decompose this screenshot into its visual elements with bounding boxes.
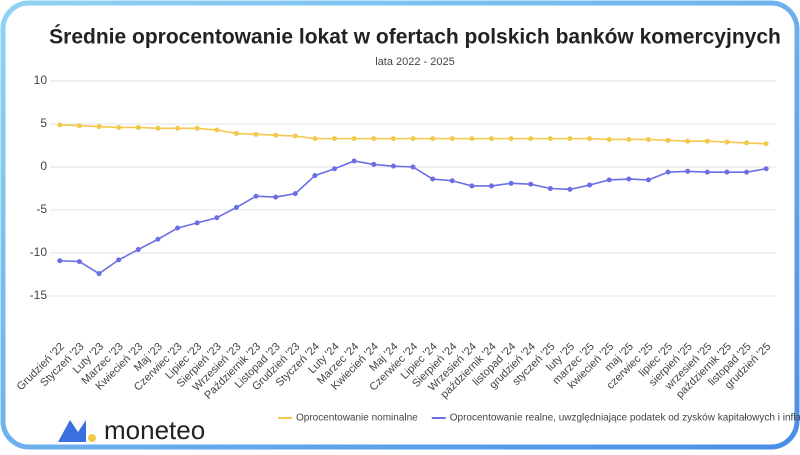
data-point (685, 168, 691, 174)
chart-subtitle: lata 2022 - 2025 (375, 56, 455, 68)
data-point (233, 130, 239, 136)
data-point (547, 136, 553, 142)
series-line (59, 160, 767, 275)
data-point (469, 136, 475, 142)
data-point (508, 136, 514, 142)
data-point (547, 186, 553, 191)
data-point (685, 138, 691, 144)
data-point (449, 136, 455, 142)
data-point (744, 169, 750, 175)
data-point (744, 140, 750, 146)
legend-label: Oprocentowanie realne, uwzględniające po… (450, 413, 800, 424)
y-tick-label: 10 (34, 73, 48, 87)
data-point (763, 166, 769, 172)
logo-text: moneteo (104, 415, 205, 445)
data-point (626, 136, 632, 142)
data-point (763, 141, 769, 147)
data-point (449, 178, 455, 184)
data-point (332, 136, 338, 142)
data-point (253, 193, 259, 199)
data-point (273, 194, 279, 200)
data-point (135, 247, 141, 253)
data-point (567, 136, 573, 142)
data-point (371, 136, 377, 142)
data-point (214, 127, 220, 133)
data-point (76, 123, 82, 129)
data-point (724, 139, 730, 145)
data-point (253, 131, 259, 137)
data-point (724, 169, 730, 175)
data-point (351, 136, 357, 142)
data-point (155, 125, 161, 131)
data-point (508, 180, 514, 186)
data-point (273, 132, 279, 138)
data-point (57, 122, 63, 128)
data-point (96, 124, 102, 130)
data-point (194, 220, 200, 226)
data-point (626, 176, 632, 182)
data-point (488, 136, 494, 142)
data-point (371, 161, 377, 167)
data-point (606, 177, 612, 183)
data-point (194, 125, 200, 131)
data-point (116, 257, 122, 263)
data-point (488, 183, 494, 189)
data-point (292, 191, 298, 197)
logo: moneteo (58, 415, 205, 445)
data-point (135, 124, 141, 130)
y-tick-label: -10 (30, 245, 48, 259)
data-point (665, 169, 671, 175)
data-point (96, 271, 102, 277)
data-point (76, 259, 82, 265)
y-tick-label: 0 (40, 159, 47, 173)
data-point (312, 173, 318, 179)
data-point (332, 166, 338, 172)
y-tick-label: -15 (30, 288, 48, 302)
data-point (57, 258, 63, 264)
data-point (430, 176, 436, 182)
y-tick-label: -5 (36, 202, 47, 216)
legend-label: Oprocentowanie nominalne (296, 413, 418, 424)
data-point (116, 124, 122, 130)
data-point (175, 125, 181, 131)
data-point (587, 136, 593, 142)
data-point (704, 169, 710, 175)
chart-title: Średnie oprocentowanie lokat w ofertach … (49, 25, 781, 49)
data-point (351, 158, 357, 164)
data-point (430, 136, 436, 142)
data-point (645, 136, 651, 142)
data-point (155, 236, 161, 242)
data-point (528, 136, 534, 142)
data-point (312, 136, 318, 142)
data-point (233, 204, 239, 210)
logo-dot (88, 434, 96, 442)
data-point (567, 186, 573, 192)
data-point (606, 136, 612, 142)
data-point (704, 138, 710, 144)
data-point (292, 133, 298, 139)
data-point (214, 215, 220, 221)
data-point (469, 183, 475, 189)
data-point (175, 225, 181, 231)
data-point (390, 163, 396, 169)
data-point (528, 181, 534, 187)
data-point (665, 137, 671, 143)
logo-icon (58, 420, 86, 442)
data-point (410, 136, 416, 142)
data-point (390, 136, 396, 142)
data-point (645, 177, 651, 183)
data-point (587, 182, 593, 188)
data-point (410, 164, 416, 170)
y-tick-label: 5 (40, 116, 47, 130)
